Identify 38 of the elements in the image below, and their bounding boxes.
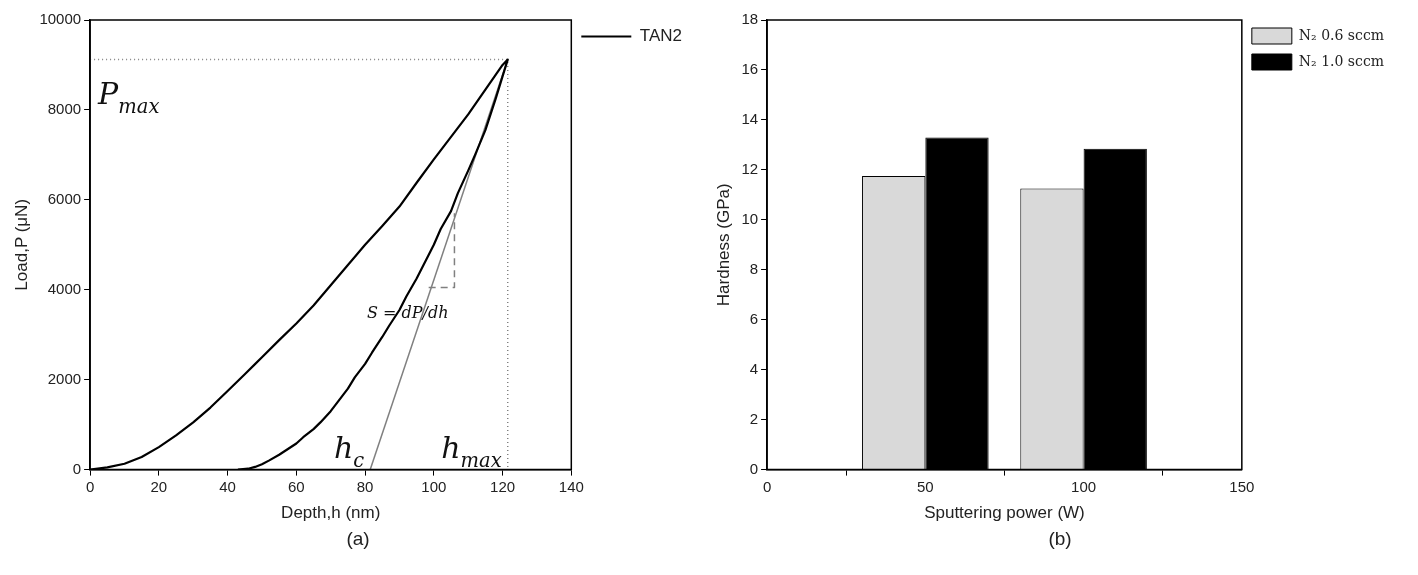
x-tick-label: 40	[219, 477, 236, 495]
y-tick-label: 6	[749, 309, 759, 327]
y-tick-label: 0	[72, 459, 82, 477]
y-tick-label: 16	[741, 60, 759, 78]
y-tick-label: 2000	[47, 369, 82, 387]
x-tick-label: 100	[421, 477, 447, 495]
y-tick-label: 4000	[47, 279, 82, 297]
x-tick-label: 120	[490, 477, 516, 495]
y-tick-label: 14	[741, 110, 759, 128]
x-axis-title: Sputtering power (W)	[924, 503, 1085, 523]
legend-label: N₂ 0.6 sccm	[1298, 26, 1384, 43]
x-tick-label: 140	[558, 477, 584, 495]
y-axis-title: Hardness (GPa)	[713, 183, 733, 307]
y-tick-label: 8	[749, 259, 759, 277]
x-tick-label: 150	[1229, 477, 1255, 495]
x-tick-label: 100	[1071, 477, 1097, 495]
x-tick-label: 0	[85, 477, 95, 495]
y-axis-title: Load,P (μN)	[11, 198, 31, 291]
y-tick-label: 2	[749, 409, 759, 427]
y-tick-label: 8000	[47, 100, 82, 118]
legend-label: N₂ 1.0 sccm	[1298, 52, 1384, 69]
x-tick-label: 0	[762, 477, 772, 495]
annotation: S = dP/dh	[366, 302, 449, 322]
x-tick-label: 20	[150, 477, 168, 495]
x-tick-label: 80	[356, 477, 374, 495]
y-tick-label: 4	[749, 359, 759, 377]
y-tick-label: 18	[741, 10, 759, 28]
x-tick-label: 60	[287, 477, 305, 495]
x-tick-label: 50	[916, 477, 934, 495]
legend-label: TAN2	[639, 26, 683, 46]
y-tick-label: 0	[749, 459, 759, 477]
y-tick-label: 12	[741, 160, 759, 178]
text: (b)	[1047, 528, 1073, 550]
y-tick-label: 10000	[39, 10, 82, 28]
x-axis-title: Depth,h (nm)	[281, 503, 381, 523]
text: (a)	[345, 528, 371, 550]
y-tick-label: 10	[741, 209, 759, 227]
y-tick-label: 6000	[47, 189, 82, 207]
